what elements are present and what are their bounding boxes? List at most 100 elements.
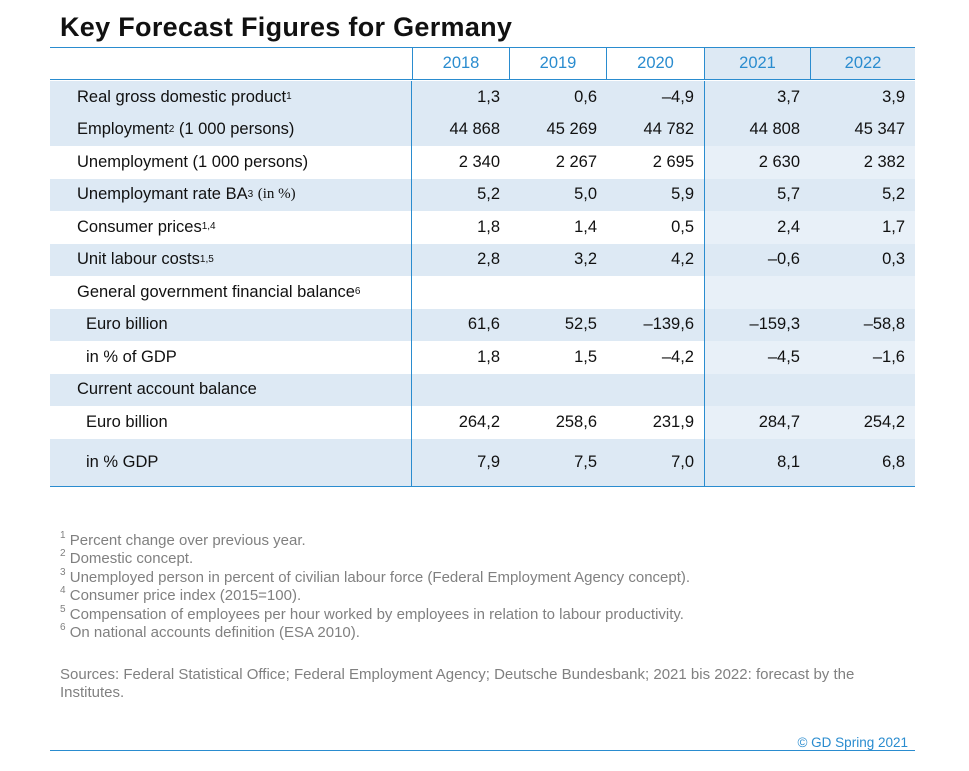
- value-cell: –58,8: [863, 315, 905, 334]
- value-cell: [704, 276, 810, 309]
- table-row: Current account balance: [50, 373, 915, 407]
- header-row: 2018 2019 2020 2021 2022: [50, 47, 915, 80]
- value-cell: 4,2: [671, 250, 694, 269]
- footnote-text: Compensation of employees per hour worke…: [69, 605, 684, 623]
- header-label-cell: [50, 47, 412, 80]
- table-row: Consumer prices 1,4 1,8 1,4 0,5 2,4 1,7: [50, 211, 915, 244]
- value-cell: 5,7: [704, 178, 810, 211]
- row-label: Consumer prices 1,4: [50, 211, 412, 244]
- value-cell: 5,2: [882, 185, 905, 204]
- value-cell: 5,0: [574, 185, 597, 204]
- table-row: Real gross domestic product 1 1,3 0,6 –4,9 3,…: [50, 81, 915, 114]
- row-label-text: Real gross domestic product: [77, 87, 287, 106]
- value-cell: 45 269: [546, 120, 597, 139]
- row-label-text: Current account balance: [77, 380, 257, 399]
- footnote: 5 Compensation of employees per hour wor…: [60, 603, 690, 624]
- value-cell: 254,2: [810, 406, 915, 439]
- footnote-text: Domestic concept.: [69, 550, 194, 568]
- value-cell: 2 340: [458, 152, 500, 171]
- sources: Sources: Federal Statistical Office; Fed…: [60, 666, 855, 701]
- value-cell: 1,8: [477, 347, 500, 366]
- value-cell: 2 630: [704, 146, 810, 179]
- table-row: Euro billion 61,6 52,5 –139,6 –159,3 –58,8: [50, 308, 915, 341]
- value-cell: 44 868: [449, 120, 500, 139]
- row-label: in % of GDP: [50, 341, 412, 374]
- row-label-text: General government financial balance: [77, 282, 355, 301]
- value-cell: 5,9: [671, 185, 694, 204]
- value-cell: 0,6: [574, 87, 597, 106]
- footnote: 1 Percent change over previous year.: [60, 530, 690, 550]
- value-cell: –4,9: [661, 87, 694, 106]
- column-header: 2020: [607, 47, 704, 80]
- table-row: Euro billion 264,2 258,6 231,9 284,7 254,2: [50, 406, 915, 439]
- footnote-text: Percent change over previous year.: [69, 532, 306, 549]
- column-header: 2019: [510, 47, 607, 80]
- value-cell: [412, 374, 510, 407]
- row-label: Unemployment (1 000 persons): [50, 146, 412, 179]
- value-cell: 0,5: [671, 217, 694, 236]
- bottom-rule: [50, 750, 915, 751]
- value-cell: 1,3: [477, 87, 500, 106]
- table-bottom-rule: [50, 485, 915, 487]
- value-cell: 44 808: [704, 113, 810, 146]
- copyright: © GD Spring 2021: [797, 735, 908, 750]
- table-row: Unemployment (1 000 persons) 2 340 2 267 2 …: [50, 146, 915, 179]
- table-row: General government financial balance 6: [50, 276, 915, 309]
- value-cell: 44 782: [643, 120, 694, 139]
- value-cell: 5,2: [477, 185, 500, 204]
- row-label: General government financial balance 6: [50, 276, 412, 309]
- table-row: Employment 2 (1 000 persons) 44 868 45 269 4…: [50, 113, 915, 146]
- value-cell: [704, 373, 810, 406]
- title: Key Forecast Figures for Germany: [60, 12, 513, 42]
- value-cell: –4,5: [704, 341, 810, 374]
- value-cell: 0,3: [882, 250, 905, 269]
- value-cell: 2 695: [652, 152, 694, 171]
- value-cell: –0,6: [704, 243, 810, 276]
- value-cell: 8,1: [704, 438, 810, 486]
- footnote-mark: 1: [60, 530, 66, 541]
- value-cell: 7,9: [477, 452, 500, 471]
- value-cell: 1,8: [477, 217, 500, 236]
- value-cell: 1,7: [810, 211, 915, 244]
- value-cell: 2,4: [704, 211, 810, 244]
- row-label: Unemploymant rate BA 3 (in %): [50, 178, 412, 211]
- value-cell: [510, 374, 607, 407]
- value-cell: 7,5: [574, 452, 597, 471]
- value-cell: 258,6: [555, 412, 597, 431]
- row-label-text: Euro billion: [86, 412, 168, 431]
- column-header: 2022: [810, 47, 915, 80]
- row-label-text: Unit labour costs: [77, 250, 200, 269]
- value-cell: –1,6: [810, 341, 915, 374]
- value-cell: 3,9: [882, 87, 905, 106]
- footnote: 6 On national accounts definition (ESA 2…: [60, 623, 690, 642]
- row-label: Euro billion: [50, 406, 412, 439]
- row-label-suffix: (in %): [257, 186, 296, 203]
- value-cell: 2,8: [477, 250, 500, 269]
- value-cell: 61,6: [467, 315, 500, 334]
- footnotes: 1 Percent change over previous year. 2 Do…: [60, 530, 690, 642]
- footnote-mark: 4: [60, 585, 66, 597]
- row-label-text: Employment: [77, 120, 169, 139]
- value-cell: 284,7: [704, 406, 810, 439]
- table-row: in % GDP 7,9 7,5 7,0 8,1 6,8: [50, 438, 915, 486]
- row-label-text: in % of GDP: [86, 347, 177, 366]
- row-label: Unit labour costs 1,5: [50, 243, 412, 276]
- footnote-mark: 2: [60, 548, 66, 560]
- row-label-text: Unemploymant rate BA: [77, 185, 248, 204]
- table-row: Unit labour costs 1,5 2,8 3,2 4,2 –0,6 0,3: [50, 243, 915, 276]
- row-label-suffix: (1 000 persons): [178, 120, 295, 139]
- row-label: Real gross domestic product 1: [50, 81, 412, 114]
- table-row: in % of GDP 1,8 1,5 –4,2 –4,5 –1,6: [50, 341, 915, 374]
- value-cell: 45 347: [854, 120, 905, 139]
- footnote-mark: 5: [60, 603, 66, 615]
- value-cell: 3,7: [704, 81, 810, 114]
- row-label: Current account balance: [50, 373, 412, 406]
- value-cell: 2 382: [810, 146, 915, 179]
- value-cell: [607, 374, 704, 407]
- footnote: 4 Consumer price index (2015=100).: [60, 585, 690, 605]
- row-label: in % GDP: [50, 438, 412, 486]
- value-cell: 1,4: [574, 217, 597, 236]
- row-label-text: Euro billion: [86, 315, 168, 334]
- value-cell: 231,9: [652, 412, 694, 431]
- value-cell: 1,5: [574, 347, 597, 366]
